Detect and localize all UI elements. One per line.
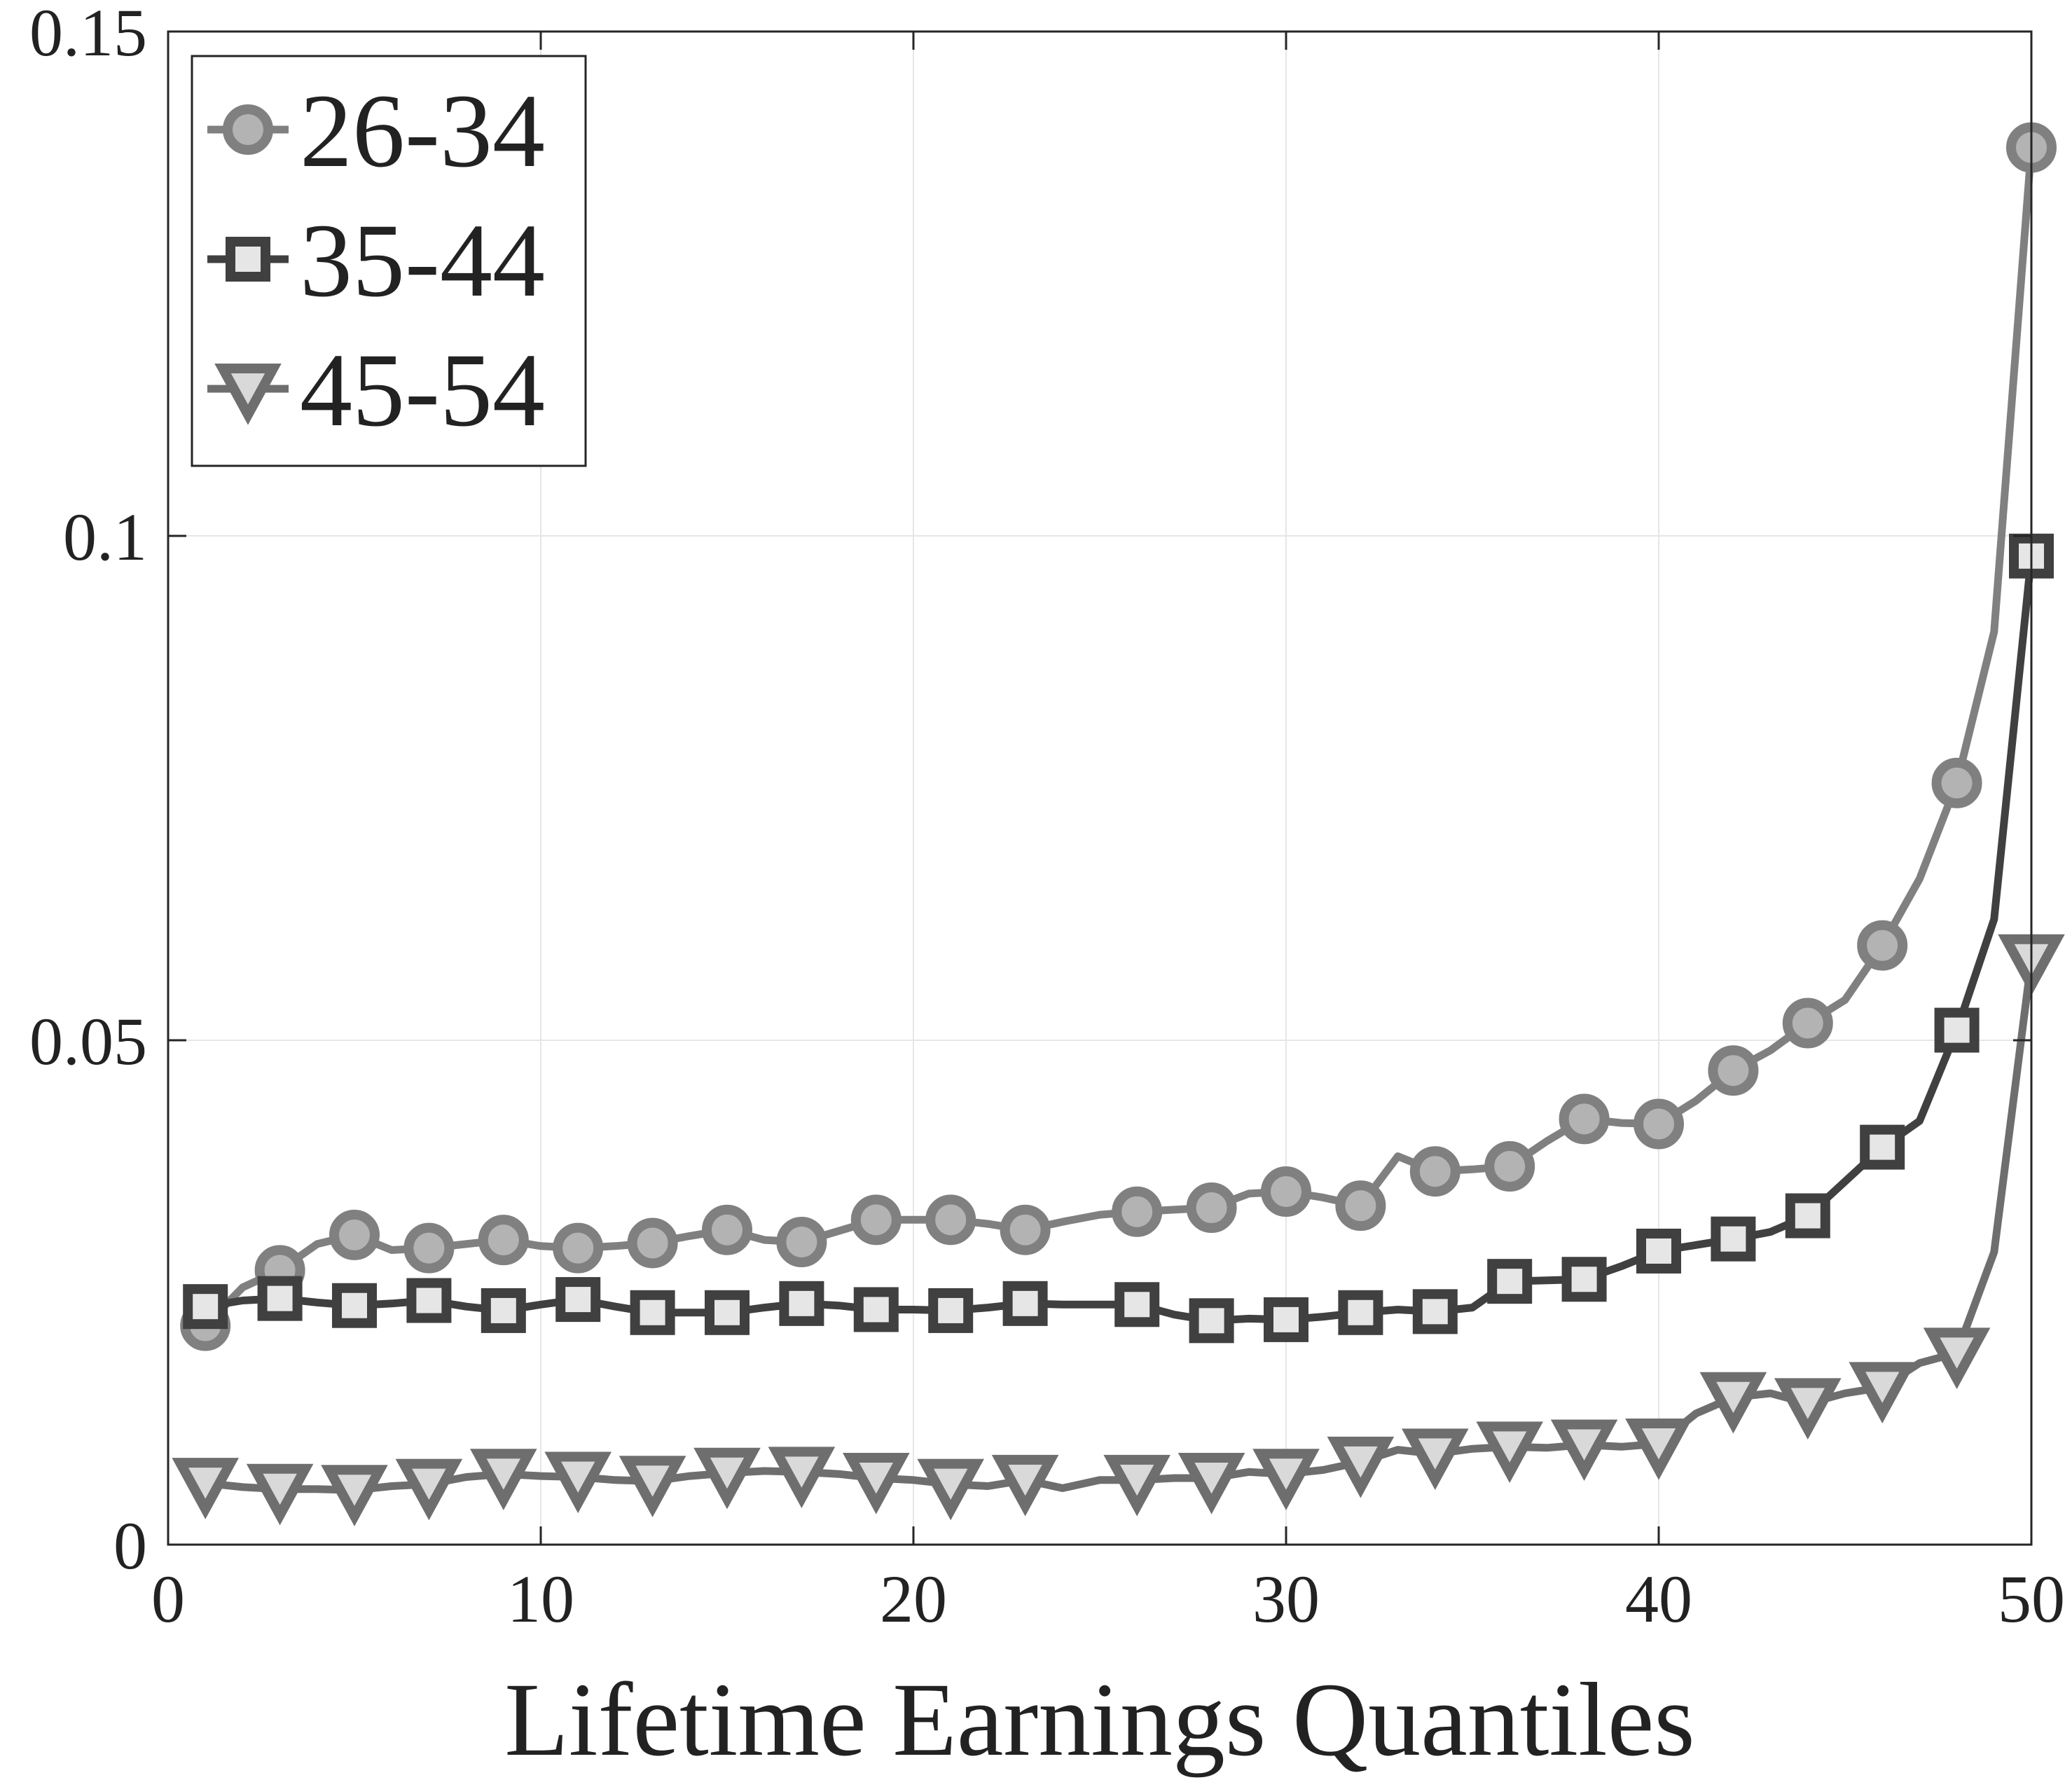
data-point [1114, 1282, 1160, 1327]
series-layer [172, 122, 2065, 1526]
data-point [1338, 1290, 1383, 1335]
data-point [1476, 1421, 1543, 1483]
data-point [925, 1194, 976, 1246]
data-point [1782, 998, 1833, 1049]
data-point [1785, 1193, 1830, 1239]
data-point [705, 1290, 750, 1335]
y-tick-label: 0.1 [63, 499, 147, 574]
data-point [406, 1278, 452, 1323]
legend-entry: 35-44 [207, 202, 545, 319]
data-point [183, 1284, 228, 1330]
data-point [470, 1449, 537, 1510]
data-point [928, 1288, 974, 1333]
x-tick-label: 0 [151, 1561, 185, 1636]
data-point [1327, 1436, 1395, 1498]
data-point [843, 1452, 910, 1515]
legend: 26-34 35-44 45-54 [191, 55, 587, 467]
x-axis-title: Lifetime Earnings Quantiles [504, 1662, 1695, 1778]
legend-label: 35-44 [300, 202, 545, 319]
data-point [1934, 1007, 1980, 1053]
y-tick-label: 0.15 [29, 0, 147, 70]
data-point [172, 1458, 239, 1519]
plot-frame [167, 30, 2033, 1546]
data-point [1857, 920, 1908, 971]
data-point [702, 1204, 752, 1255]
data-point [1000, 1204, 1051, 1255]
data-point [1261, 1166, 1311, 1217]
data-point [1487, 1259, 1533, 1304]
data-point [1931, 757, 1982, 808]
legend-entry: 26-34 [207, 73, 545, 189]
data-point [403, 1222, 455, 1274]
data-point [1634, 1098, 1684, 1150]
data-point [1186, 1182, 1237, 1234]
data-point [555, 1277, 601, 1323]
data-point [1264, 1297, 1308, 1342]
data-point [853, 1287, 899, 1332]
data-point [1189, 1298, 1234, 1344]
data-point [1112, 1186, 1163, 1237]
data-point [1412, 1289, 1458, 1334]
data-point [779, 1281, 824, 1326]
data-point [1860, 1124, 1905, 1170]
data-point [1103, 1454, 1170, 1517]
data-point [257, 1276, 303, 1321]
y-tick-label: 0.05 [29, 1004, 147, 1079]
legend-label: 26-34 [300, 73, 545, 189]
data-point [1335, 1180, 1386, 1231]
data-point [246, 1463, 314, 1526]
series-35-44 [183, 533, 2054, 1344]
x-tick-label: 40 [1625, 1561, 1692, 1636]
data-point [776, 1217, 827, 1267]
data-point [1561, 1257, 1607, 1302]
data-point [1708, 1045, 1759, 1096]
legend-label: 45-54 [300, 332, 545, 448]
data-point [1625, 1419, 1692, 1480]
data-point [917, 1458, 984, 1521]
data-point [1252, 1449, 1320, 1510]
legend-marker [226, 237, 270, 282]
data-point [395, 1458, 463, 1521]
data-point [630, 1290, 675, 1335]
data-point [1923, 1327, 1991, 1390]
data-point [1002, 1281, 1048, 1326]
data-point [1402, 1428, 1469, 1491]
data-point [553, 1222, 604, 1274]
data-point [619, 1456, 686, 1517]
data-point [478, 1215, 529, 1266]
data-point [850, 1194, 902, 1246]
data-point [481, 1288, 526, 1333]
x-tick-label: 30 [1252, 1561, 1320, 1636]
data-point [321, 1465, 388, 1526]
data-point [1849, 1362, 1916, 1423]
x-tick-label: 50 [1998, 1561, 2065, 1636]
x-tick-label: 10 [507, 1561, 574, 1636]
data-point [627, 1217, 678, 1269]
data-point [991, 1454, 1059, 1517]
data-point [1484, 1141, 1535, 1192]
legend-entry: 45-54 [207, 332, 545, 448]
data-point [1559, 1093, 1610, 1145]
data-point [1409, 1146, 1460, 1197]
data-point [544, 1451, 612, 1514]
data-point [1774, 1378, 1842, 1440]
axis-ticks: 0 10 20 30 40 50 0 0.05 0.1 0.15 [29, 0, 2065, 1636]
data-point [1699, 1372, 1767, 1434]
y-tick-label: 0 [113, 1508, 147, 1583]
legend-marker [223, 104, 273, 155]
data-point [1177, 1452, 1245, 1515]
series-45-54 [172, 934, 2065, 1526]
data-point [1711, 1216, 1756, 1262]
legend-marker [214, 364, 282, 425]
data-point [768, 1447, 836, 1508]
data-point [1636, 1228, 1681, 1274]
data-point [329, 1209, 380, 1260]
x-tick-label: 20 [880, 1561, 947, 1636]
data-point [332, 1283, 377, 1328]
data-point [693, 1447, 761, 1510]
data-point [1550, 1419, 1618, 1482]
